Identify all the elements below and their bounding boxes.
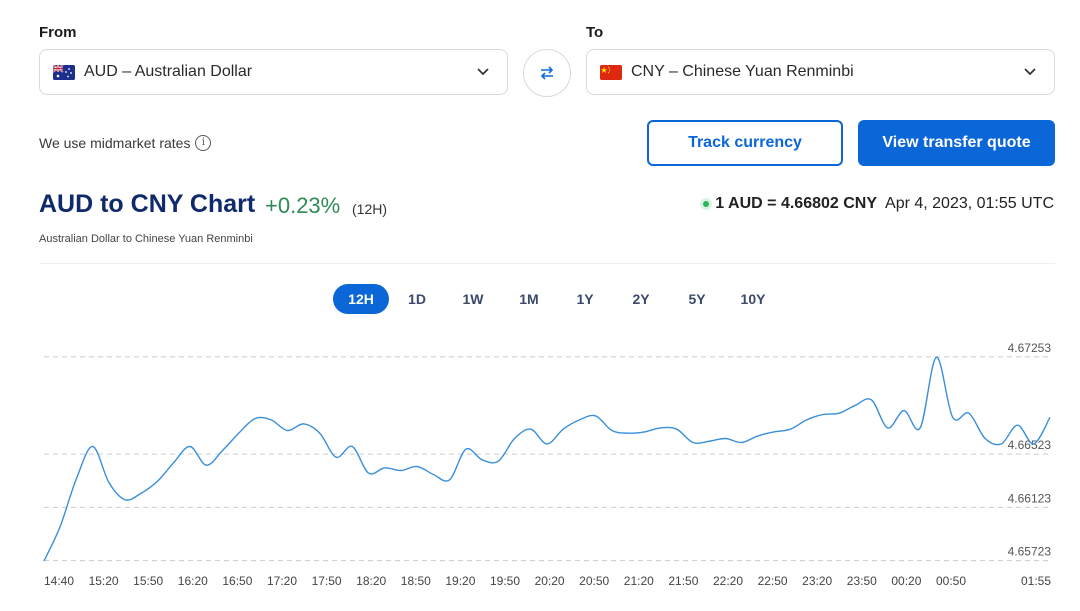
y-tick-label: 4.67253 <box>1008 341 1052 355</box>
rate-chart[interactable]: 4.67253 4.66523 4.66123 4.65723 14:40 15:20 15… <box>0 330 1080 605</box>
x-tick-label: 23:20 <box>802 574 832 588</box>
to-label: To <box>586 24 604 41</box>
midmarket-text: We use midmarket rates <box>39 135 191 151</box>
current-rate: 1 AUD = 4.66802 CNY Apr 4, 2023, 01:55 U… <box>703 195 1054 213</box>
tab-1m[interactable]: 1M <box>519 291 539 307</box>
x-tick-label: 00:50 <box>936 574 966 588</box>
live-status-dot <box>703 201 710 207</box>
x-tick-label: 19:50 <box>490 574 520 588</box>
y-tick-label: 4.65723 <box>1008 545 1052 559</box>
tab-2y[interactable]: 2Y <box>632 291 650 307</box>
track-currency-button[interactable]: Track currency <box>647 120 843 166</box>
y-tick-label: 4.66123 <box>1008 491 1052 505</box>
chevron-down-icon <box>1024 68 1036 76</box>
to-currency-value: CNY – Chinese Yuan Renminbi <box>631 63 854 80</box>
from-label: From <box>39 24 77 41</box>
current-rate-timestamp: Apr 4, 2023, 01:55 UTC <box>885 195 1054 212</box>
x-tick-label: 16:20 <box>178 574 208 588</box>
rate-change: +0.23% <box>265 193 341 218</box>
x-tick-label: 20:20 <box>535 574 565 588</box>
x-tick-label: 15:50 <box>133 574 163 588</box>
current-rate-value: 1 AUD = 4.66802 CNY <box>715 195 878 212</box>
tab-10y[interactable]: 10Y <box>740 291 766 307</box>
chevron-down-icon <box>477 68 489 76</box>
x-tick-label: 23:50 <box>847 574 877 588</box>
divider <box>39 263 1055 264</box>
rate-series-line <box>43 356 1051 562</box>
x-tick-label: 21:50 <box>668 574 698 588</box>
tab-1y[interactable]: 1Y <box>576 291 594 307</box>
to-currency-select[interactable]: CNY – Chinese Yuan Renminbi <box>586 49 1055 95</box>
x-tick-label: 01:55 <box>1021 574 1051 588</box>
change-period: (12H) <box>352 201 388 217</box>
y-tick-label: 4.66523 <box>1008 438 1052 452</box>
from-currency-value: AUD – Australian Dollar <box>84 63 253 80</box>
x-tick-label: 00:20 <box>891 574 921 588</box>
time-range-tabs: 12H 1D 1W 1M 1Y 2Y 5Y 10Y <box>333 284 781 314</box>
swap-arrows-icon <box>540 66 554 80</box>
x-tick-label: 18:50 <box>401 574 431 588</box>
x-tick-label: 14:40 <box>44 574 74 588</box>
x-tick-label: 22:20 <box>713 574 743 588</box>
x-tick-label: 15:20 <box>89 574 119 588</box>
info-icon[interactable]: i <box>195 135 212 151</box>
x-tick-label: 21:20 <box>624 574 654 588</box>
australia-flag-icon <box>53 64 75 80</box>
chart-title: AUD to CNY Chart <box>39 190 256 218</box>
x-tick-label: 18:20 <box>356 574 386 588</box>
tab-12h[interactable]: 12H <box>333 284 389 314</box>
x-tick-label: 17:20 <box>267 574 297 588</box>
chart-subtitle: Australian Dollar to Chinese Yuan Renmin… <box>39 233 253 245</box>
view-transfer-quote-button[interactable]: View transfer quote <box>858 120 1055 166</box>
x-tick-label: 16:50 <box>222 574 252 588</box>
swap-currencies-button[interactable] <box>523 49 571 97</box>
tab-1w[interactable]: 1W <box>462 291 484 307</box>
tab-1d[interactable]: 1D <box>408 291 426 307</box>
x-tick-label: 22:50 <box>758 574 788 588</box>
tab-5y[interactable]: 5Y <box>688 291 706 307</box>
china-flag-icon <box>600 64 622 80</box>
x-tick-label: 19:20 <box>445 574 475 588</box>
from-currency-select[interactable]: AUD – Australian Dollar <box>39 49 508 95</box>
x-tick-label: 17:50 <box>312 574 342 588</box>
midmarket-note: We use midmarket rates i <box>39 135 212 151</box>
x-tick-label: 20:50 <box>579 574 609 588</box>
